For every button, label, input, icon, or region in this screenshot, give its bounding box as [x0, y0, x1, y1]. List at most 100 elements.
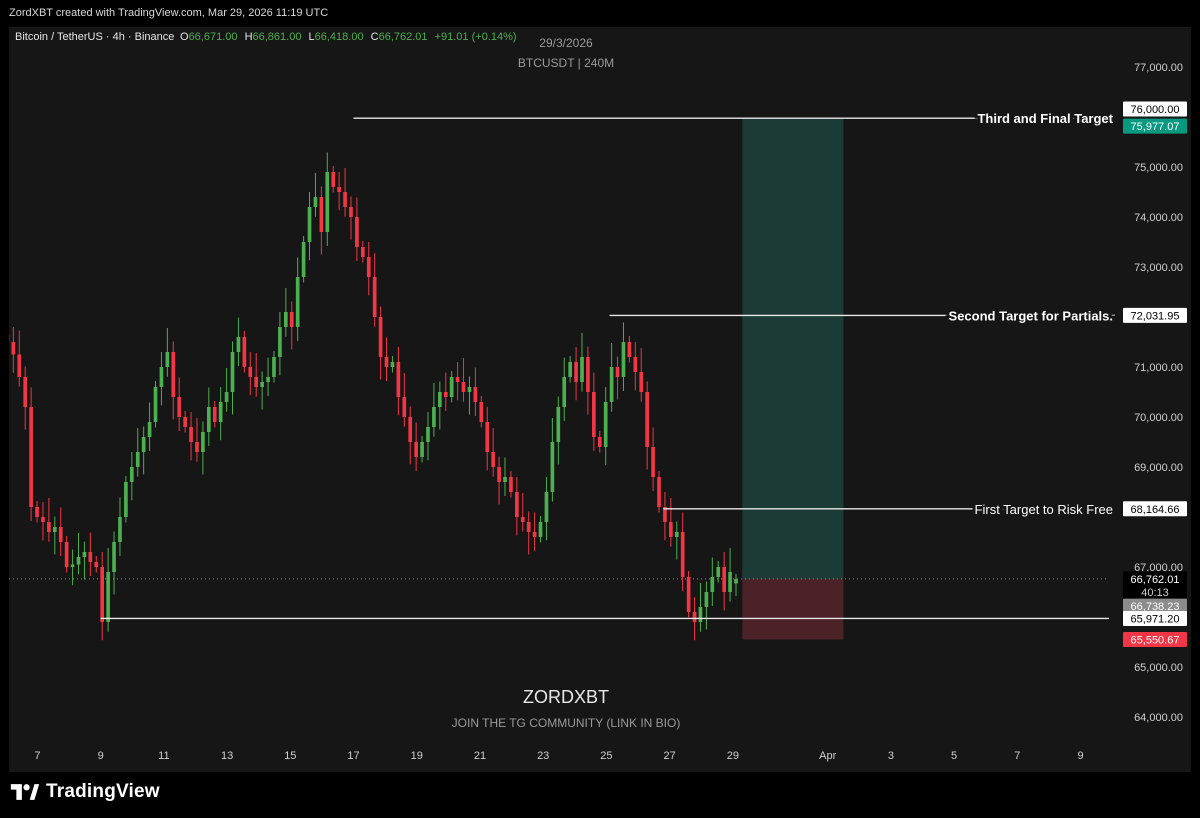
price-tag	[1123, 631, 1187, 647]
candle-body	[378, 317, 383, 357]
candle-body	[426, 427, 430, 442]
stop-loss-zone	[742, 578, 844, 640]
candle-body	[248, 367, 253, 377]
candle-body	[532, 532, 537, 537]
price-axis: 77,000.00 75,000.00 74,000.00 73,000.00 71,0…	[1134, 62, 1183, 724]
price-tag-label: 66,738.23	[1131, 601, 1180, 613]
y-tick-label: 77,000.00	[1134, 62, 1183, 74]
profit-zone	[742, 118, 844, 579]
candle-body	[627, 342, 632, 357]
y-tick-label: 69,000.00	[1134, 462, 1183, 474]
candle-body	[692, 612, 697, 622]
candle-body	[165, 352, 170, 367]
level-label: Third and Final Target	[977, 111, 1113, 126]
y-tick-label: 67,000.00	[1134, 562, 1183, 574]
candle-body	[343, 192, 347, 207]
candle-body	[657, 477, 661, 507]
candle-body	[124, 482, 128, 517]
tradingview-brand[interactable]: TradingView	[10, 781, 160, 803]
candle-body	[224, 392, 229, 402]
x-tick-label: 13	[221, 750, 233, 762]
candle-body	[674, 532, 679, 537]
level-lines: Third and Final Target Second Target for …	[100, 108, 1117, 620]
candle-body	[722, 567, 727, 592]
candle-body	[479, 402, 484, 422]
candle-body	[236, 337, 241, 352]
candle-body	[301, 242, 306, 277]
candle-body	[509, 477, 513, 492]
x-tick-label: 15	[284, 750, 296, 762]
candle-body	[556, 407, 561, 442]
candle-body	[515, 492, 519, 517]
candle-body	[112, 542, 116, 572]
x-tick-label: 19	[411, 750, 423, 762]
candle-body	[716, 567, 721, 577]
candle-body	[449, 377, 454, 397]
candle-body	[360, 247, 365, 257]
x-tick-label: 9	[98, 750, 104, 762]
candle-body	[295, 277, 300, 327]
candle-body	[64, 542, 69, 567]
candle-body	[698, 607, 703, 622]
x-tick-label: 7	[34, 750, 40, 762]
candle-body	[390, 362, 395, 367]
candle-body	[319, 197, 324, 232]
candle-body	[349, 207, 353, 217]
legend-change: +91.01 (+0.14%)	[435, 31, 517, 43]
candle-body	[574, 362, 578, 382]
price-tag-label: 66,762.01	[1131, 574, 1180, 586]
candle-body	[129, 467, 134, 482]
candle-body	[461, 382, 466, 392]
price-tag	[1123, 118, 1187, 134]
x-tick-label: Apr	[819, 750, 836, 762]
brand-name: TradingView	[46, 781, 160, 802]
candle-body	[307, 207, 312, 242]
x-tick-label: 17	[347, 750, 359, 762]
candle-body	[485, 422, 490, 452]
candle-body	[402, 397, 407, 417]
candle-body	[497, 467, 501, 482]
candle-body	[443, 392, 448, 397]
legend-low: 66,418.00	[315, 31, 364, 43]
legend-close: 66,762.01	[379, 31, 428, 43]
candle-body	[420, 442, 424, 457]
candle-body	[728, 572, 732, 592]
candle-body	[680, 532, 685, 577]
y-tick-label: 74,000.00	[1134, 212, 1183, 224]
candle-body	[491, 452, 495, 467]
candle-body	[686, 577, 691, 612]
candle-body	[94, 562, 99, 567]
candle-body	[171, 352, 176, 397]
candle-body	[289, 312, 294, 327]
x-tick-label: 11	[158, 750, 169, 762]
candle-body	[669, 522, 673, 537]
x-tick-label: 5	[951, 750, 957, 762]
candle-body	[278, 327, 282, 357]
price-tag-label: 65,550.67	[1131, 634, 1180, 646]
candle-body	[35, 507, 39, 517]
candle-body	[734, 578, 738, 584]
candle-body	[580, 357, 584, 382]
y-tick-label: 64,000.00	[1134, 712, 1183, 724]
candle-body	[704, 592, 709, 607]
candle-body	[230, 352, 235, 392]
footer-bar	[0, 772, 1200, 818]
y-tick-label: 70,000.00	[1134, 412, 1183, 424]
chart-panel[interactable]: Third and Final Target Second Target for …	[9, 27, 1191, 772]
candle-body	[396, 362, 401, 397]
candle-body	[473, 387, 478, 402]
candle-body	[609, 367, 614, 402]
candle-body	[254, 377, 259, 387]
x-tick-label: 21	[474, 750, 486, 762]
price-tag-label: 75,977.07	[1131, 121, 1180, 133]
candle-body	[538, 522, 543, 537]
candle-body	[408, 417, 413, 442]
y-tick-label: 73,000.00	[1134, 262, 1183, 274]
candle-body	[337, 187, 341, 192]
candle-body	[141, 437, 146, 452]
candle-body	[218, 402, 223, 422]
candle-body	[331, 172, 336, 187]
legend-close-label: C	[371, 31, 379, 43]
chart-svg[interactable]: Third and Final Target Second Target for …	[9, 27, 1191, 772]
candles	[9, 152, 738, 641]
